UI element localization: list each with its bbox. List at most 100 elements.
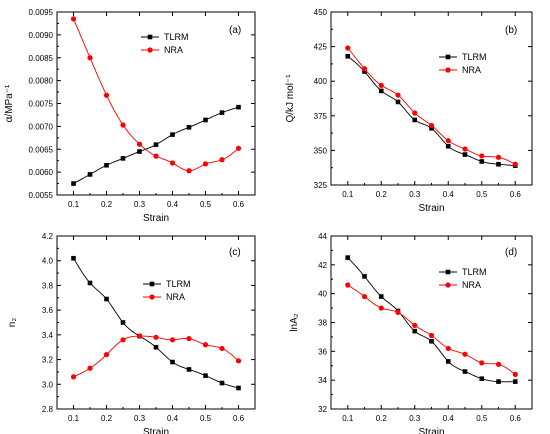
data-point-nra xyxy=(495,361,502,367)
plot-frame xyxy=(56,11,256,196)
legend-label: NRA xyxy=(462,65,481,75)
x-tick-label: 0.2 xyxy=(376,414,388,423)
x-axis-label: Strain xyxy=(143,213,169,224)
x-tick-label: 0.2 xyxy=(101,200,113,209)
legend-marker xyxy=(147,47,153,53)
x-tick-label: 0.1 xyxy=(68,200,80,209)
x-tick-label: 0.6 xyxy=(510,190,522,199)
y-tick-label: 0.0085 xyxy=(29,54,54,63)
data-point-nra xyxy=(462,146,468,152)
data-point-tlrm xyxy=(137,149,142,154)
x-tick-label: 0.4 xyxy=(443,190,455,199)
y-tick-label: 425 xyxy=(314,43,328,52)
legend-entry-tlrm: TLRM xyxy=(141,32,189,42)
x-tick-label: 0.6 xyxy=(233,200,245,209)
chart-panel-a: 0.1 0.2 0.3 0.4 0.5 0.6 0.0055 0.0060 0.0065 0.00… xyxy=(4,8,256,224)
data-point-nra xyxy=(70,16,77,22)
legend-marker xyxy=(149,294,155,300)
x-tick-label: 0.1 xyxy=(342,190,354,199)
data-point-tlrm xyxy=(153,142,159,147)
data-point-nra xyxy=(87,55,93,61)
y-tick-label: 375 xyxy=(314,112,328,121)
x-tick-label: 0.2 xyxy=(101,414,113,423)
data-point-nra xyxy=(378,305,384,311)
x-tick-label: 0.3 xyxy=(409,414,421,423)
data-point-nra xyxy=(462,351,468,357)
data-point-tlrm xyxy=(203,117,208,123)
data-point-nra xyxy=(428,122,435,129)
data-point-nra xyxy=(169,160,176,166)
data-point-nra xyxy=(512,161,518,167)
data-point-tlrm xyxy=(87,172,93,177)
data-point-tlrm xyxy=(236,104,241,110)
data-point-nra xyxy=(202,161,209,167)
data-point-tlrm xyxy=(87,280,93,286)
y-tick-label: 0.0080 xyxy=(29,77,54,86)
x-tick-label: 0.3 xyxy=(134,200,146,209)
x-tick-label: 0.5 xyxy=(476,414,488,423)
legend-entry-nra: NRA xyxy=(439,65,481,75)
chart-panel-d: 0.1 0.2 0.3 0.4 0.5 0.6 32 34 36 38 40 42 44 Strain ln… xyxy=(289,232,533,434)
data-point-tlrm xyxy=(71,255,76,261)
x-tick-label: 0.3 xyxy=(409,190,421,199)
data-point-tlrm xyxy=(395,99,401,105)
x-tick-label: 0.1 xyxy=(342,414,354,423)
data-point-nra xyxy=(103,92,110,98)
y-tick-label: 4.2 xyxy=(42,232,54,241)
y-tick-label: 0.0070 xyxy=(29,122,54,131)
x-axis-label: Strain xyxy=(143,427,169,434)
legend-label: NRA xyxy=(166,292,185,302)
y-tick-label: 0.0055 xyxy=(29,191,54,200)
plot-frame xyxy=(56,235,256,410)
series-fit-line-nra xyxy=(347,284,516,375)
x-axis-label: Strain xyxy=(418,427,444,434)
data-point-tlrm xyxy=(479,376,485,382)
data-point-tlrm xyxy=(429,338,434,344)
chart-panel-b: 0.1 0.2 0.3 0.4 0.5 0.6 325 350 375 400 425 450 Stra… xyxy=(285,8,533,214)
chart-panel-c: 0.1 0.2 0.3 0.4 0.5 0.6 2.8 3.0 3.2 3.4 3.6 3.8 4.0 4… xyxy=(7,232,256,434)
legend-label: TLRM xyxy=(166,279,191,289)
legend-label: TLRM xyxy=(164,32,189,42)
y-tick-label: 40 xyxy=(318,290,327,299)
x-tick-label: 0.4 xyxy=(443,414,455,423)
data-point-tlrm xyxy=(512,379,518,384)
series-fit-line-nra xyxy=(73,18,239,172)
x-tick-label: 0.6 xyxy=(510,414,522,423)
data-point-tlrm xyxy=(345,53,351,59)
data-point-nra xyxy=(219,157,225,163)
x-tick-label: 0.6 xyxy=(233,414,245,423)
data-point-nra xyxy=(120,337,126,343)
y-tick-label: 0.0090 xyxy=(29,31,54,40)
y-tick-label: 3.6 xyxy=(42,306,54,315)
x-tick-label: 0.1 xyxy=(68,414,80,423)
data-point-nra xyxy=(479,153,485,159)
data-point-nra xyxy=(412,110,418,116)
data-point-tlrm xyxy=(219,110,225,115)
x-axis-label: Strain xyxy=(418,203,444,214)
y-tick-label: 32 xyxy=(318,405,327,414)
legend-marker xyxy=(445,67,451,73)
x-tick-label: 0.4 xyxy=(167,414,179,423)
data-point-nra xyxy=(169,337,176,343)
data-point-nra xyxy=(70,374,77,380)
legend-label: NRA xyxy=(164,45,183,55)
data-point-nra xyxy=(395,309,401,316)
y-tick-label: 42 xyxy=(318,261,327,270)
y-tick-label: 34 xyxy=(318,376,327,385)
y-tick-label: 4.0 xyxy=(42,257,54,266)
data-point-tlrm xyxy=(71,181,76,186)
data-point-tlrm xyxy=(362,69,367,74)
x-tick-label: 0.5 xyxy=(200,414,212,423)
data-point-nra xyxy=(87,365,93,371)
data-point-tlrm xyxy=(104,296,109,302)
legend-marker xyxy=(149,281,155,287)
data-point-nra xyxy=(186,335,192,342)
data-point-nra xyxy=(361,66,368,72)
data-point-tlrm xyxy=(445,143,451,149)
data-point-nra xyxy=(120,122,126,128)
data-point-tlrm xyxy=(170,359,175,365)
x-tick-label: 0.3 xyxy=(134,414,146,423)
data-point-nra xyxy=(136,141,143,147)
data-point-tlrm xyxy=(120,320,126,325)
data-point-nra xyxy=(235,145,242,151)
